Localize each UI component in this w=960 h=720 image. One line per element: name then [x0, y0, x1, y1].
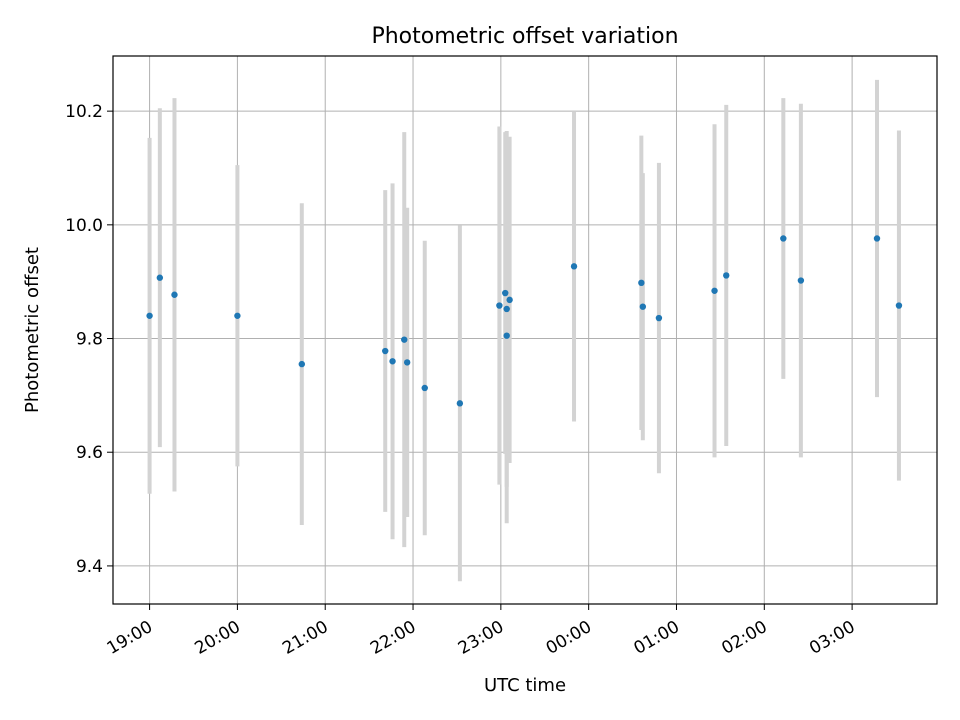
y-axis-ticks: 9.4 9.6 9.8 10.0 10.2 [65, 102, 113, 577]
y-axis-label: Photometric offset [22, 247, 43, 413]
y-tick-label: 9.4 [76, 557, 103, 577]
data-point [797, 277, 805, 284]
data-point [171, 291, 178, 298]
data-point [156, 274, 164, 281]
y-tick-label: 10.2 [65, 102, 103, 122]
y-tick-label: 9.8 [76, 330, 103, 350]
data-points [146, 235, 903, 407]
data-point [503, 332, 510, 339]
data-point [403, 359, 411, 366]
data-point [146, 312, 153, 319]
data-point [570, 263, 578, 270]
data-point [711, 287, 718, 294]
data-point [873, 235, 881, 242]
data-point [638, 279, 645, 287]
data-point [639, 303, 647, 310]
y-tick-label: 9.6 [76, 443, 103, 463]
data-point [780, 235, 787, 242]
data-point [382, 347, 389, 355]
plot-frame [112, 55, 938, 605]
data-point [655, 314, 663, 322]
data-point [389, 358, 396, 365]
data-point [401, 336, 408, 343]
data-point [421, 384, 428, 392]
data-point [503, 305, 510, 313]
data-point [506, 296, 513, 304]
data-point [496, 302, 503, 309]
chart-title: Photometric offset variation [371, 24, 678, 49]
data-point [723, 272, 730, 279]
y-tick-label: 10.0 [65, 216, 103, 236]
data-point [298, 360, 306, 368]
data-point [895, 302, 903, 309]
data-point [234, 312, 241, 319]
data-point [456, 400, 464, 407]
x-axis-label: UTC time [484, 675, 566, 696]
data-point [502, 289, 509, 297]
